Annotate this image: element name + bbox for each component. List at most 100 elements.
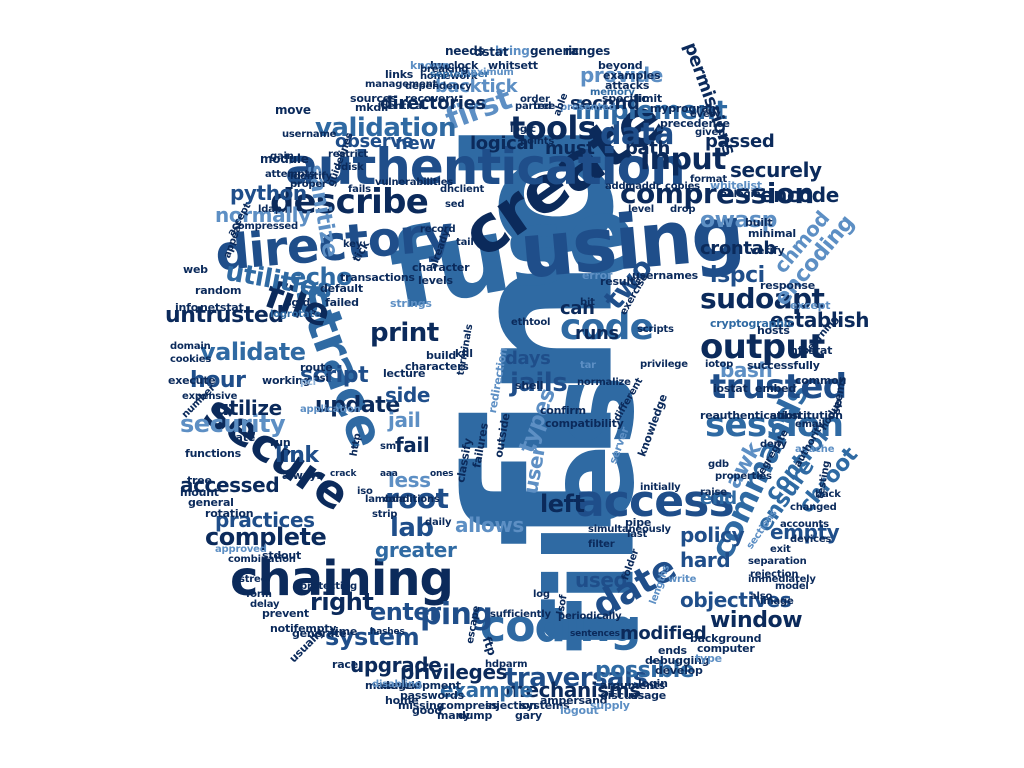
word-provide: provide	[580, 63, 663, 87]
word-input: input	[640, 142, 726, 177]
word-link: link	[275, 443, 319, 468]
word-proper: proper	[290, 179, 327, 190]
word-parted: parted	[515, 101, 552, 112]
word-devices: devices	[790, 534, 832, 545]
word-bash: bash	[720, 358, 773, 382]
word-allows: allows	[455, 513, 524, 537]
word-confirm: confirm	[540, 404, 586, 417]
word-establish: establish	[770, 308, 870, 332]
word-identify: identify	[290, 171, 332, 182]
word-securely: securely	[730, 158, 822, 182]
word-cookies: cookies	[170, 354, 212, 365]
word-tail: tail	[456, 237, 474, 248]
word-changed: changed	[790, 502, 837, 513]
word-given: given	[695, 127, 726, 138]
word-mechanisms: mechanisms	[505, 678, 641, 702]
word-sources: sources	[350, 92, 397, 105]
word-needs: needs	[445, 44, 485, 58]
word-specific: specific	[602, 92, 648, 105]
word-chaining: chaining	[230, 551, 454, 607]
word-generic: generic	[530, 44, 579, 58]
word-characters: characters	[405, 360, 469, 373]
word-sgid: sgid	[285, 296, 311, 309]
word-encode: encode	[760, 183, 839, 207]
word-privileges: privileges	[400, 660, 508, 684]
word-strip: strip	[372, 509, 398, 520]
word-example: example	[440, 678, 533, 702]
word-sed: sed	[445, 199, 465, 210]
word-jail: jail	[388, 408, 421, 432]
word-right: right	[310, 588, 374, 616]
word-back: back	[815, 489, 841, 500]
word-move: move	[275, 103, 311, 117]
word-gary: gary	[515, 709, 543, 722]
word-september: september	[430, 69, 489, 80]
word-path: path	[625, 138, 671, 159]
word-python: python	[230, 181, 307, 205]
word-sentences: sentences	[570, 629, 620, 639]
word-modified: modified	[620, 623, 707, 644]
word-discuss: discuss	[600, 689, 645, 702]
word-cryptographic: cryptographic	[710, 317, 794, 330]
word-tar: tar	[580, 360, 596, 371]
word-error: error	[582, 269, 613, 282]
word-lambda: lambda	[365, 494, 406, 505]
word-info: info	[175, 301, 199, 314]
word-left: left	[540, 490, 585, 518]
word-bit: bit	[580, 297, 595, 308]
word-script: script	[300, 363, 369, 388]
word-homework: homework	[420, 71, 478, 82]
word-recovery: recovery	[405, 92, 458, 105]
word-passwords: passwords	[400, 689, 464, 702]
word-gdb: gdb	[708, 459, 729, 470]
word-transactions: transactions	[340, 271, 415, 284]
word-usage: usage	[630, 689, 667, 702]
word-sm: sm	[380, 441, 396, 452]
word-crack: crack	[330, 469, 357, 479]
word-simultaneously: simultaneously	[588, 524, 671, 535]
word-logout: logout	[560, 704, 599, 717]
word-character: character	[412, 261, 470, 274]
word-output: output	[700, 327, 825, 367]
word-system: system	[325, 623, 420, 651]
word-managed: managed	[365, 679, 421, 692]
word-crontab: crontab	[700, 238, 776, 259]
word-less: less	[388, 468, 431, 492]
word-logic: logic	[510, 124, 536, 135]
word-ldap: ldap	[258, 204, 282, 215]
word-common: common	[795, 374, 847, 387]
word-email: email	[795, 419, 825, 430]
word-computer: computer	[697, 642, 755, 655]
word-drop: drop	[670, 204, 696, 215]
word-upgrade: upgrade	[350, 653, 442, 677]
word-mount: mount	[180, 486, 219, 499]
word-application: application	[300, 404, 361, 415]
word-development: development	[382, 679, 461, 692]
word-session: session	[705, 405, 844, 445]
word-pstree: pstree	[232, 574, 268, 585]
word-enter: enter	[370, 598, 441, 626]
word-arguments: arguments	[600, 679, 666, 692]
word-normalize: normalize	[577, 377, 631, 388]
word-end: end	[700, 488, 737, 509]
word-exit: exit	[770, 544, 791, 555]
word-execute: execute	[168, 374, 216, 387]
word-tree: tree	[187, 474, 212, 487]
word-stdout: stdout	[262, 549, 302, 562]
word-side: side	[385, 383, 431, 407]
word-web: web	[183, 263, 208, 276]
word-ping: ping	[420, 597, 493, 632]
word-functions: functions	[185, 447, 241, 460]
word-trusted: trusted	[710, 367, 847, 407]
word-module: module	[260, 152, 309, 166]
word-race: race	[332, 658, 358, 671]
word-username: username	[282, 129, 337, 140]
word-memory: memory	[590, 87, 635, 98]
word-run: run	[270, 436, 291, 449]
word-used: used	[575, 568, 628, 592]
word-expensive: expensive	[182, 391, 238, 402]
word-whitelist: whitelist	[710, 179, 762, 192]
word-key: key	[343, 239, 363, 250]
word-many: many	[437, 709, 471, 722]
word-access: access	[575, 476, 735, 527]
